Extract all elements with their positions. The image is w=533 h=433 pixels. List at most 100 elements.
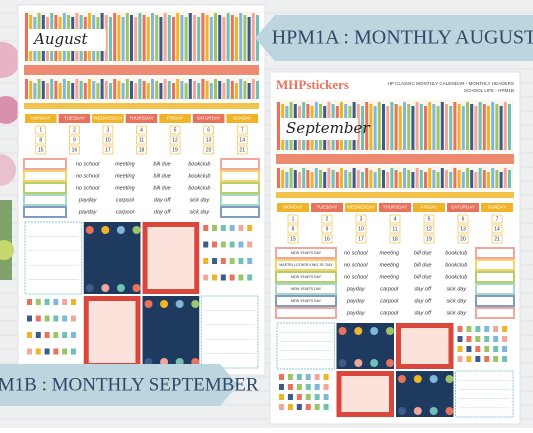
word-sticker: bill due: [153, 173, 170, 179]
pencil: [159, 17, 163, 61]
alphabet-mark: [502, 346, 508, 352]
alphabet-mark: [53, 348, 59, 355]
pencil: [487, 106, 490, 150]
date-box: [355, 214, 367, 224]
alphabet-mark: [212, 225, 218, 231]
number-dot: [116, 226, 125, 234]
date: 4: [394, 216, 397, 222]
number-tile: [83, 222, 141, 294]
alphabet-mark: [457, 336, 463, 342]
alphabet-mark: [247, 274, 253, 281]
pencil: [499, 106, 503, 150]
pencil: [54, 81, 58, 99]
alphabet-mark: [70, 332, 76, 338]
pencil: [352, 168, 356, 188]
pencil: [461, 172, 465, 188]
date: 21: [494, 236, 500, 242]
date-box: [69, 125, 80, 135]
alphabet-mark: [229, 274, 235, 281]
pencil: [117, 15, 121, 61]
alphabet-mark: [502, 356, 508, 362]
pencil: [432, 104, 436, 150]
pencil: [88, 79, 91, 99]
alphabet-mark: [229, 258, 235, 264]
pencil: [503, 102, 507, 150]
date: 9: [326, 226, 329, 232]
date-box: [491, 224, 503, 234]
alphabet-mark: [203, 274, 209, 281]
pencil: [398, 106, 402, 150]
weekday-tab: [413, 203, 445, 212]
pencil: [424, 106, 427, 150]
alphabet-mark: [484, 326, 490, 332]
pencil: [235, 17, 238, 61]
number-dot: [445, 375, 454, 383]
date: 16: [324, 236, 330, 242]
pencil: [218, 81, 222, 99]
pencil: [302, 168, 306, 188]
pencil: [197, 83, 201, 99]
date: 9: [73, 137, 76, 143]
date: 7: [496, 216, 499, 222]
alphabet-mark: [70, 348, 76, 355]
date: 10: [358, 226, 364, 232]
pencil: [398, 172, 402, 188]
pencil: [134, 83, 138, 99]
pencil: [25, 13, 28, 61]
holiday: NEW YEAR'S DAY: [291, 251, 322, 255]
pencil: [184, 17, 188, 61]
pencil: [424, 172, 427, 188]
alphabet-mark: [35, 332, 41, 338]
pencil: [419, 170, 423, 188]
word-sticker: bookclub: [188, 161, 210, 167]
pencil: [184, 83, 188, 99]
alphabet-mark: [305, 394, 311, 400]
number-dot: [338, 359, 347, 367]
alphabet-mark: [484, 336, 490, 342]
alphabet-mark: [305, 374, 311, 380]
weekday-tab: [226, 114, 258, 123]
pencil: [92, 81, 96, 99]
pencil: [415, 168, 419, 188]
pencil: [298, 172, 301, 188]
date-box: [203, 145, 214, 155]
pencil: [205, 15, 209, 61]
number-dot: [338, 327, 347, 335]
pencil: [138, 13, 142, 61]
alphabet-mark: [484, 356, 490, 362]
alphabet-mark: [62, 315, 68, 322]
weekday: MONDAY: [31, 116, 50, 121]
pencil: [382, 104, 385, 150]
pencil: [109, 83, 112, 99]
pencil: [466, 102, 469, 150]
date-box: [169, 125, 181, 135]
date-box: [491, 214, 503, 224]
date-box: [389, 214, 401, 224]
flowers: [0, 42, 20, 280]
date-box: [136, 145, 147, 155]
alphabet-mark: [484, 346, 490, 352]
pencil: [121, 17, 125, 61]
frame-inner: [401, 328, 449, 364]
pencil: [453, 102, 457, 150]
pencil: [201, 13, 205, 61]
word-sticker: no school: [76, 173, 100, 179]
date: 12: [426, 226, 432, 232]
alphabet-mark: [466, 326, 472, 332]
word-sticker: payday: [346, 286, 366, 292]
word-sticker: sick day: [189, 197, 210, 203]
alphabet-mark: [475, 346, 481, 352]
alphabet-mark: [475, 336, 481, 342]
date: 3: [360, 216, 363, 222]
pencil: [188, 79, 192, 99]
alphabet-mark: [203, 241, 209, 248]
weekday: TUESDAY: [64, 116, 85, 121]
word-sticker: sick day: [446, 286, 467, 292]
pencil: [369, 170, 373, 188]
word-sticker: bookclub: [445, 262, 467, 268]
label-box: [475, 247, 515, 259]
date-box: [169, 135, 181, 145]
pencil: [470, 170, 474, 188]
weekday-tab: [58, 114, 91, 123]
word-sticker: bookclub: [188, 185, 210, 191]
